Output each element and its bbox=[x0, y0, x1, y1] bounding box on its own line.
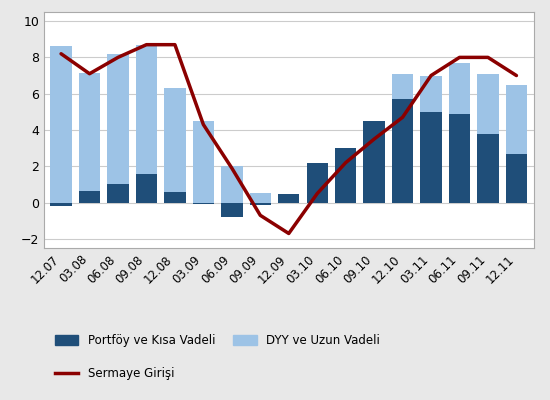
Bar bbox=[79, 191, 100, 203]
Bar bbox=[392, 74, 413, 99]
Bar bbox=[136, 45, 157, 174]
Sermaye Girişi bbox=[86, 71, 93, 76]
Bar bbox=[192, 121, 214, 203]
Bar bbox=[506, 85, 527, 154]
Bar bbox=[306, 163, 328, 203]
Bar bbox=[335, 148, 356, 157]
Sermaye Girişi bbox=[428, 73, 435, 78]
Sermaye Girişi bbox=[485, 55, 491, 60]
Bar bbox=[79, 73, 100, 191]
Sermaye Girişi bbox=[257, 213, 263, 218]
Line: Sermaye Girişi: Sermaye Girişi bbox=[61, 45, 516, 234]
Bar bbox=[107, 184, 129, 203]
Sermaye Girişi bbox=[200, 122, 207, 127]
Bar bbox=[51, 46, 72, 203]
Sermaye Girişi bbox=[172, 42, 178, 47]
Bar bbox=[364, 121, 385, 203]
Sermaye Girişi bbox=[115, 55, 122, 60]
Bar bbox=[250, 193, 271, 203]
Bar bbox=[420, 76, 442, 112]
Bar bbox=[420, 112, 442, 203]
Bar bbox=[107, 54, 129, 184]
Bar bbox=[392, 99, 413, 203]
Bar bbox=[136, 174, 157, 203]
Bar bbox=[221, 203, 243, 217]
Bar bbox=[250, 203, 271, 205]
Sermaye Girişi bbox=[229, 166, 235, 170]
Sermaye Girişi bbox=[371, 137, 377, 142]
Bar bbox=[449, 114, 470, 203]
Bar bbox=[192, 203, 214, 204]
Bar bbox=[449, 63, 470, 114]
Bar bbox=[306, 163, 328, 164]
Sermaye Girişi bbox=[456, 55, 463, 60]
Bar bbox=[51, 203, 72, 206]
Bar bbox=[164, 88, 185, 192]
Bar bbox=[221, 166, 243, 203]
Bar bbox=[477, 74, 499, 134]
Legend: Sermaye Girişi: Sermaye Girişi bbox=[50, 362, 179, 385]
Bar bbox=[164, 192, 185, 203]
Bar bbox=[506, 154, 527, 203]
Sermaye Girişi bbox=[342, 160, 349, 165]
Bar bbox=[477, 134, 499, 203]
Sermaye Girişi bbox=[513, 73, 520, 78]
Bar bbox=[278, 194, 299, 203]
Sermaye Girişi bbox=[399, 115, 406, 120]
Bar bbox=[335, 148, 356, 203]
Sermaye Girişi bbox=[314, 191, 321, 196]
Sermaye Girişi bbox=[285, 231, 292, 236]
Sermaye Girişi bbox=[58, 51, 64, 56]
Sermaye Girişi bbox=[143, 42, 150, 47]
